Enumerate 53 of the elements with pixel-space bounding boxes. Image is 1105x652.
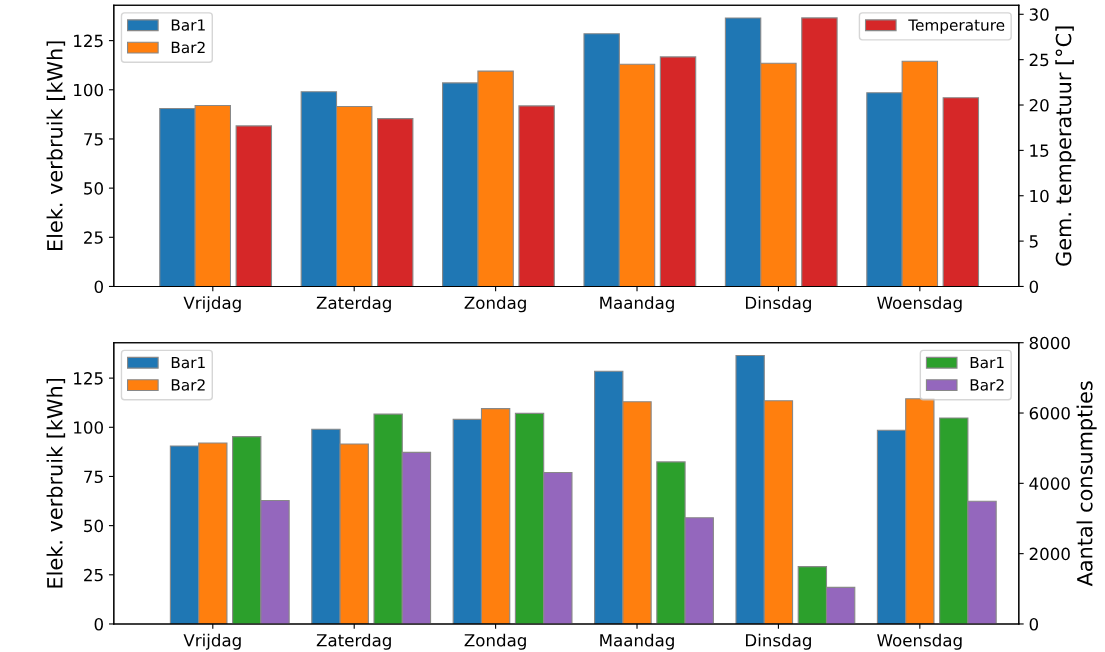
y2-axis-title: Gem. temperatuur [°C] [1055,26,1076,266]
y-tick-label: 100 [74,83,103,97]
y2-tick-label: 4000 [1029,477,1070,490]
y-tick-label: 50 [84,182,103,195]
bar [659,56,697,287]
x-tick-label: Dinsdag [746,633,811,650]
legend-label: Bar2 [970,379,1004,391]
x-tick-label: Dinsdag [746,296,811,313]
y2-tick-label: 10 [1030,189,1049,203]
y2-tick-label: 6000 [1029,406,1070,420]
bar [801,17,838,287]
x-tick-label: Maandag [600,633,674,650]
y2-tick-label: 0 [1029,617,1039,631]
y-tick-label: 75 [84,133,103,146]
bar [376,118,414,287]
x-tick-label: Zondag [464,296,526,313]
x-tick-label: Woensdag [877,296,962,313]
legend-label: Bar1 [171,19,205,31]
legend-label: Bar2 [171,379,205,391]
x-tick-label: Zaterdag [316,296,391,313]
y-tick-label: 125 [74,372,103,385]
y-tick-label: 25 [84,568,103,582]
bar [942,97,980,287]
y2-tick-label: 5 [1029,235,1038,248]
x-tick-label: Woensdag [877,633,962,650]
legend-label: Bar1 [171,356,205,369]
y2-tick-label: 8000 [1029,336,1070,350]
y-axis-title: Elek. verbruik [kWh] [46,41,66,250]
x-tick-label: Zondag [464,633,526,650]
x-tick-label: Vrijdag [183,296,241,313]
y2-tick-label: 20 [1029,98,1049,112]
y-tick-label: 125 [74,34,103,48]
y2-tick-label: 30 [1029,8,1049,21]
y2-tick-label: 0 [1029,280,1039,294]
y-tick-label: 25 [84,231,103,244]
legend-label: Bar1 [970,356,1004,369]
bar [518,105,555,287]
x-tick-label: Maandag [600,296,674,313]
y2-axis-title: Aantal consumpties [1076,381,1097,587]
x-tick-label: Zaterdag [316,633,391,650]
y-axis-title: Elek. verbruik [kWh] [46,378,66,588]
legend-label: Bar2 [171,41,205,54]
legend-label: Temperature [908,19,1005,34]
y-tick-label: 0 [94,617,103,631]
x-tick-label: Vrijdag [183,633,241,650]
y-tick-label: 75 [84,470,103,484]
y-tick-label: 100 [74,421,103,434]
y-tick-label: 50 [84,519,103,533]
y2-tick-label: 15 [1030,144,1049,157]
y2-tick-label: 25 [1029,53,1049,67]
y2-tick-label: 2000 [1029,547,1070,561]
y-tick-label: 0 [94,280,103,294]
bar [235,125,273,287]
